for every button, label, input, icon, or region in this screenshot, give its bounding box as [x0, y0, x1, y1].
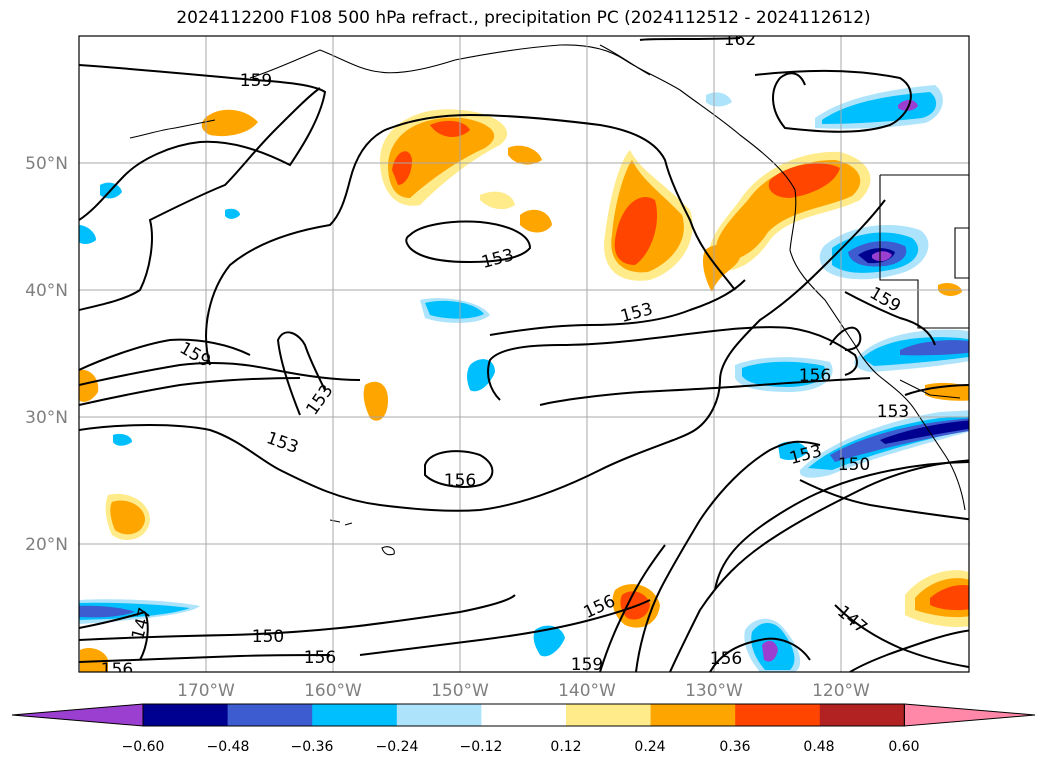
contour-label: 159	[571, 655, 603, 675]
colorbar-tick-label: −0.48	[207, 739, 250, 755]
lon-label: 160°W	[304, 681, 362, 701]
contour-label: 150	[838, 455, 870, 475]
lon-label: 120°W	[812, 681, 870, 701]
precipitation-shading	[79, 85, 969, 672]
colorbar-tick-label: 0.12	[550, 739, 581, 755]
contour-label: 153	[877, 402, 909, 422]
colorbar-segment	[481, 704, 567, 726]
lon-label: 130°W	[685, 681, 743, 701]
contour-label: 156	[799, 366, 831, 386]
colorbar	[11, 703, 1036, 727]
colorbar-tick-label: −0.36	[291, 739, 334, 755]
map-title: 2024112200 F108 500 hPa refract., precip…	[176, 8, 871, 28]
colorbar-extend-high	[903, 703, 1036, 727]
lat-label: 50°N	[25, 154, 68, 174]
contour-label: 162	[724, 30, 756, 50]
colorbar-segment	[650, 704, 736, 726]
colorbar-tick-label: −0.12	[460, 739, 503, 755]
colorbar-tick-label: 0.24	[634, 739, 665, 755]
contour-label: 156	[710, 649, 742, 669]
colorbar-segment	[227, 704, 313, 726]
colorbar-tick-label: 0.60	[888, 739, 919, 755]
colorbar-ticks: −0.60 −0.48 −0.36 −0.24 −0.12 0.12 0.24 …	[122, 739, 920, 755]
lat-label: 40°N	[25, 281, 68, 301]
contour-label: 156	[101, 660, 133, 680]
colorbar-tick-label: 0.48	[803, 739, 834, 755]
colorbar-segment	[396, 704, 482, 726]
colorbar-extend-low	[11, 703, 144, 727]
lat-label: 20°N	[25, 535, 68, 555]
lon-label: 170°W	[177, 681, 235, 701]
coastlines	[129, 44, 969, 556]
graticule	[79, 36, 969, 672]
lon-label: 150°W	[431, 681, 489, 701]
colorbar-segment	[143, 704, 229, 726]
contour-label: 156	[444, 471, 476, 491]
longitude-labels: 170°W 160°W 150°W 140°W 130°W 120°W	[177, 681, 870, 701]
colorbar-segment	[819, 704, 905, 726]
colorbar-border	[142, 703, 905, 727]
colorbar-tick-label: −0.24	[376, 739, 419, 755]
latitude-labels: 50°N 40°N 30°N 20°N	[25, 154, 68, 555]
map-frame	[78, 35, 970, 673]
colorbar-segment	[735, 704, 821, 726]
colorbar-segment	[566, 704, 652, 726]
refractivity-contours	[79, 37, 969, 672]
map-area	[79, 36, 969, 672]
contour-label: 156	[304, 648, 336, 668]
colorbar-segment	[312, 704, 398, 726]
colorbar-tick-label: 0.36	[719, 739, 750, 755]
lon-label: 140°W	[558, 681, 616, 701]
contour-label: 159	[240, 71, 272, 91]
colorbar-tick-label: −0.60	[122, 739, 165, 755]
contour-label: 150	[252, 627, 284, 647]
lat-label: 30°N	[25, 408, 68, 428]
